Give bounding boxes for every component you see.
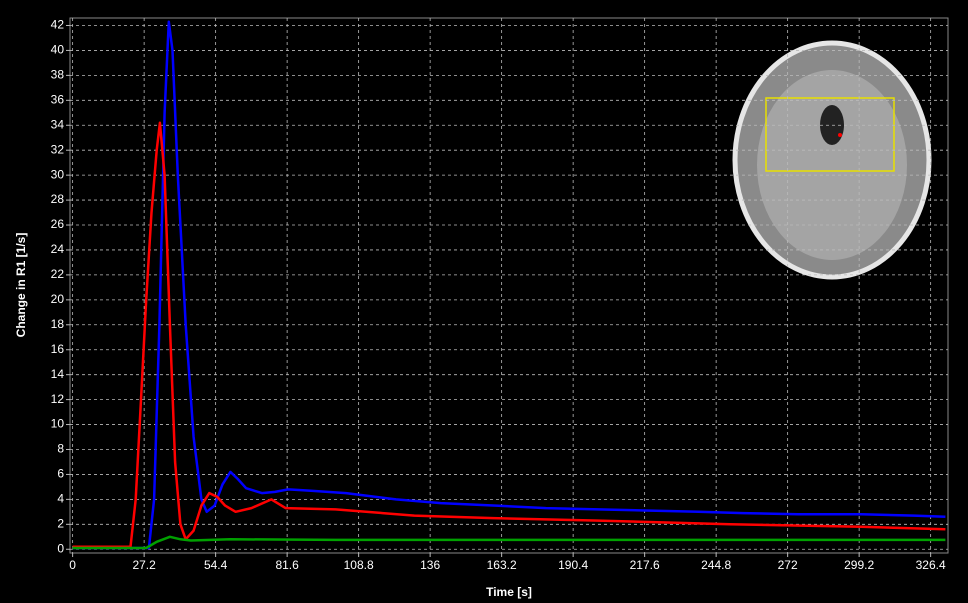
y-tick-label: 22 [51, 267, 65, 281]
x-tick-label: 190.4 [558, 558, 588, 572]
y-tick-label: 18 [51, 317, 65, 331]
y-tick-label: 4 [57, 492, 64, 506]
y-tick-label: 8 [57, 442, 64, 456]
x-tick-label: 0 [69, 558, 76, 572]
x-tick-label: 217.6 [630, 558, 660, 572]
roi-point [838, 133, 842, 137]
y-tick-label: 34 [51, 117, 65, 131]
y-tick-label: 20 [51, 292, 65, 306]
y-tick-label: 40 [51, 43, 65, 57]
y-tick-label: 12 [51, 392, 65, 406]
x-tick-label: 272 [778, 558, 798, 572]
x-tick-label: 299.2 [844, 558, 874, 572]
x-tick-label: 27.2 [132, 558, 156, 572]
x-tick-label: 54.4 [204, 558, 228, 572]
y-axis-title: Change in R1 [1/s] [14, 233, 28, 338]
y-tick-label: 10 [51, 417, 65, 431]
y-tick-label: 0 [57, 541, 64, 555]
x-tick-label: 81.6 [275, 558, 299, 572]
y-tick-label: 6 [57, 467, 64, 481]
x-tick-label: 163.2 [487, 558, 517, 572]
brain-thumbnail [735, 43, 929, 277]
y-tick-label: 26 [51, 217, 65, 231]
x-tick-label: 108.8 [344, 558, 374, 572]
y-tick-label: 30 [51, 167, 65, 181]
y-tick-label: 38 [51, 68, 65, 82]
y-tick-label: 36 [51, 92, 65, 106]
chart: Time [s] Change in R1 [1/s] 024681012141… [0, 0, 968, 603]
x-tick-label: 326.4 [916, 558, 946, 572]
y-tick-label: 14 [51, 367, 65, 381]
x-tick-label: 244.8 [701, 558, 731, 572]
y-tick-label: 42 [51, 18, 65, 32]
y-tick-label: 2 [57, 516, 64, 530]
y-tick-label: 28 [51, 192, 65, 206]
y-tick-label: 16 [51, 342, 65, 356]
y-tick-label: 32 [51, 142, 65, 156]
x-axis-title: Time [s] [486, 585, 532, 599]
y-tick-label: 24 [51, 242, 65, 256]
x-tick-label: 136 [420, 558, 440, 572]
